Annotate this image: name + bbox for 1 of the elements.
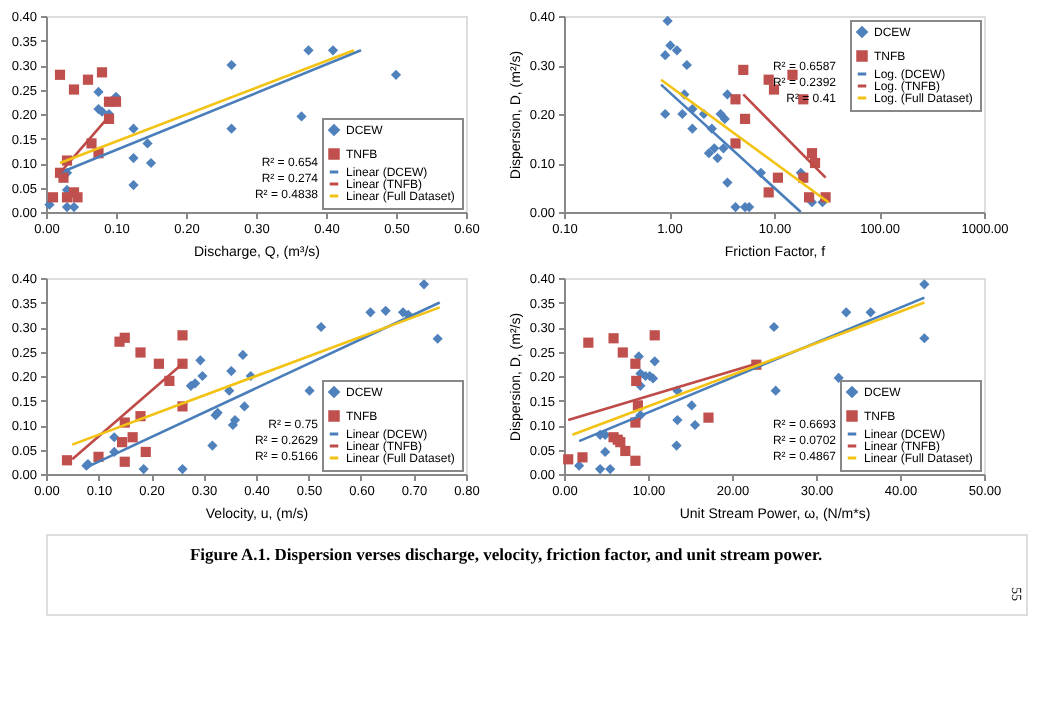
text: Figure A.1. Dispersion verses discharge, velocity, friction factor, and unit stream power. xyxy=(189,544,823,564)
